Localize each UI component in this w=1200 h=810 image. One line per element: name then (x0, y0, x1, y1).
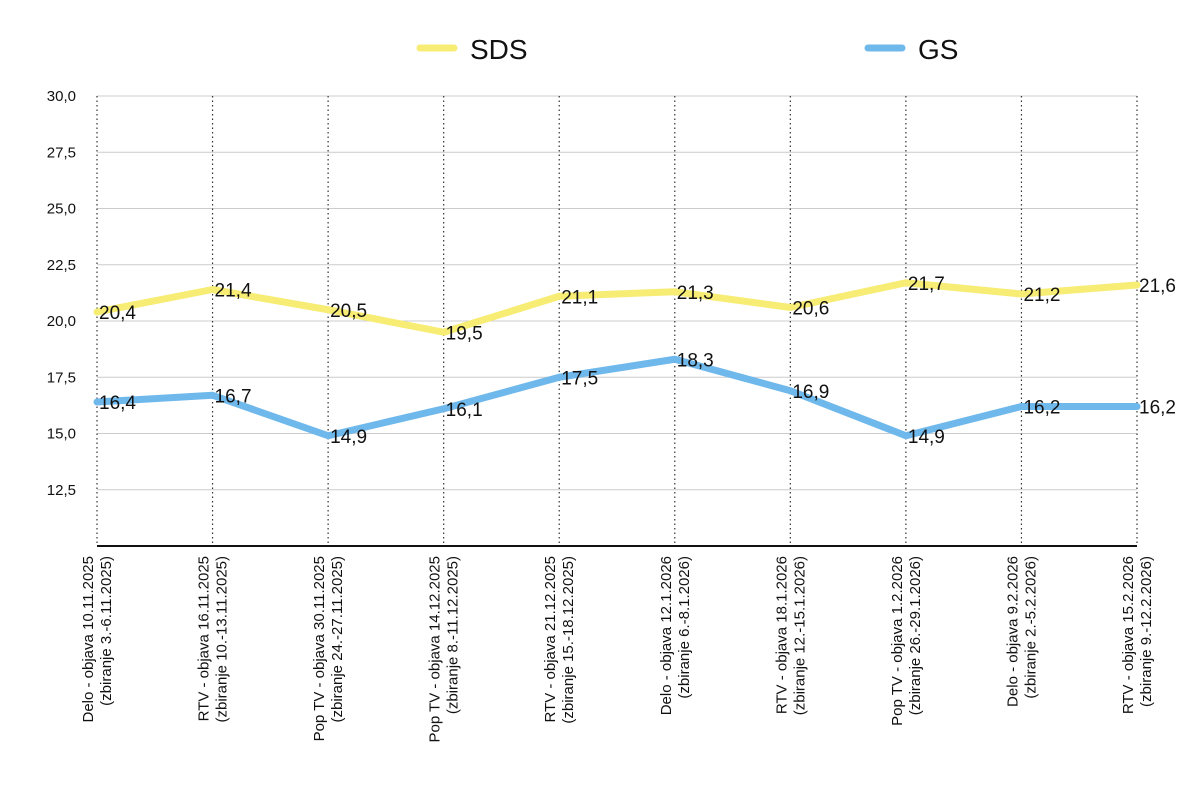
x-category-label: Delo - objava 12.1.2026 (zbiranje 6.-8.1.… (658, 556, 693, 715)
y-axis: 30,0 27,5 25,0 22,5 20,0 17,5 15,0 12,5 (47, 88, 76, 499)
data-label-gs: 14,9 (908, 427, 945, 448)
y-tick-label: 25,0 (47, 201, 76, 218)
data-label-sds: 21,3 (677, 283, 714, 304)
legend: SDS GS (416, 34, 958, 65)
data-label-gs: 16,7 (215, 386, 252, 407)
x-category-line1: RTV - objava 16.11.2025 (196, 556, 213, 721)
data-label-gs: 16,1 (446, 400, 483, 421)
data-label-gs: 16,4 (99, 393, 136, 414)
data-label-sds: 20,5 (330, 301, 367, 322)
y-tick-label: 22,5 (47, 257, 76, 274)
data-label-sds: 20,6 (792, 299, 829, 320)
x-category-label: RTV - objava 15.2.2026 (zbiranje 9.-12.2.… (1120, 556, 1155, 714)
x-category-line2: (zbiranje 26.-29.1.2026) (907, 556, 924, 715)
data-label-gs: 14,9 (330, 427, 367, 448)
x-category-line2: (zbiranje 9.-12.2.2026) (1138, 556, 1155, 707)
x-category-label: Pop TV - objava 1.2.2026 (zbiranje 26.-29… (889, 556, 924, 726)
y-tick-label: 20,0 (47, 313, 76, 330)
y-tick-label: 30,0 (47, 88, 76, 105)
x-category-line1: Delo - objava 12.1.2026 (658, 556, 675, 715)
data-label-gs: 17,5 (561, 368, 598, 389)
series-line-gs (93, 355, 1141, 440)
x-category-label: RTV - objava 16.11.2025 (zbiranje 10.-13.… (196, 556, 231, 723)
x-category-line2: (zbiranje 10.-13.11.2025) (214, 556, 231, 723)
x-axis: Delo - objava 10.11.2025 (zbiranje 3.-6.1… (80, 545, 1155, 743)
series-group: 20,4 21,4 20,5 19,5 21,1 21,3 20,6 21,7 21,2 21,6… (93, 274, 1176, 448)
data-label-sds: 21,1 (561, 287, 598, 308)
y-tick-label: 27,5 (47, 144, 76, 161)
x-category-label: Delo - objava 9.2.2026 (zbiranje 2.-5.2.2… (1004, 556, 1039, 707)
legend-item-gs: GS (864, 34, 958, 65)
x-category-label: RTV - objava 21.12.2025 (zbiranje 15.-18.… (542, 556, 577, 724)
x-category-label: Pop TV - objava 14.12.2025 (zbiranje 8.-1… (427, 556, 462, 743)
legend-label: SDS (470, 34, 528, 65)
data-label-gs: 16,9 (792, 382, 829, 403)
data-label-sds: 21,7 (908, 274, 945, 295)
x-category-line2: (zbiranje 6.-8.1.2026) (676, 556, 693, 699)
x-category-label: RTV - objava 18.1.2026 (zbiranje 12.-15.1… (773, 556, 808, 715)
x-category-line1: Pop TV - objava 1.2.2026 (889, 556, 906, 726)
x-category-line1: Pop TV - objava 14.12.2025 (427, 556, 444, 743)
x-category-line2: (zbiranje 24.-27.11.2025) (329, 556, 346, 723)
data-label-sds: 19,5 (446, 323, 483, 344)
y-tick-label: 17,5 (47, 369, 76, 386)
x-category-line2: (zbiranje 2.-5.2.2026) (1022, 556, 1039, 699)
x-category-line1: Delo - objava 9.2.2026 (1004, 556, 1021, 707)
x-category-line1: RTV - objava 21.12.2025 (542, 556, 559, 723)
y-tick-label: 12,5 (47, 482, 76, 499)
x-category-line2: (zbiranje 3.-6.11.2025) (98, 556, 115, 706)
data-label-sds: 20,4 (99, 303, 136, 324)
data-label-gs: 16,2 (1139, 398, 1176, 419)
x-category-line1: RTV - objava 18.1.2026 (773, 556, 790, 714)
x-category-line2: (zbiranje 12.-15.1.2026) (791, 556, 808, 715)
data-label-gs: 18,3 (677, 350, 714, 371)
legend-label: GS (918, 34, 958, 65)
data-label-sds: 21,4 (215, 281, 252, 302)
data-label-sds: 21,6 (1139, 276, 1176, 297)
x-category-line2: (zbiranje 8.-11.12.2025) (445, 556, 462, 714)
x-category-label: Pop TV - objava 30.11.2025 (zbiranje 24.-… (311, 556, 346, 741)
x-category-line2: (zbiranje 15.-18.12.2025) (560, 556, 577, 724)
x-category-line1: RTV - objava 15.2.2026 (1120, 556, 1137, 714)
data-label-sds: 21,2 (1023, 285, 1060, 306)
data-label-gs: 16,2 (1023, 398, 1060, 419)
grid (96, 95, 1138, 546)
series-line-sds (93, 279, 1141, 336)
y-tick-label: 15,0 (47, 426, 76, 443)
x-category-line1: Pop TV - objava 30.11.2025 (311, 556, 328, 741)
x-category-label: Delo - objava 10.11.2025 (zbiranje 3.-6.1… (80, 556, 115, 723)
x-category-line1: Delo - objava 10.11.2025 (80, 556, 97, 723)
legend-item-sds: SDS (416, 34, 528, 65)
